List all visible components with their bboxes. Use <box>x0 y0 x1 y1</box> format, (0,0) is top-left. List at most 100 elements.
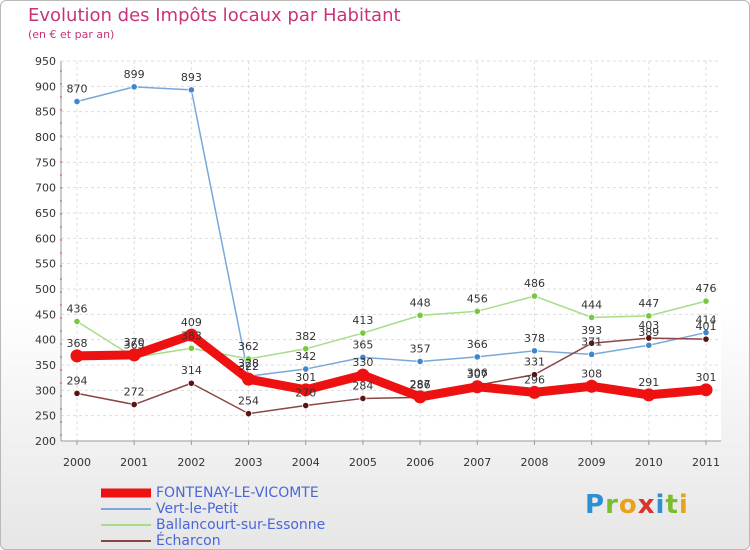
legend-label: Vert-le-Petit <box>156 501 239 517</box>
y-tick-label: 950 <box>35 55 56 68</box>
legend-label: Écharcon <box>156 533 221 549</box>
data-point <box>530 292 539 300</box>
data-point <box>299 383 313 397</box>
y-tick-label: 700 <box>35 182 56 195</box>
data-label: 331 <box>524 356 545 369</box>
data-label: 436 <box>67 302 88 315</box>
data-point <box>302 401 310 410</box>
data-point <box>359 394 367 403</box>
data-label: 409 <box>181 316 202 329</box>
y-tick-label: 900 <box>35 80 56 93</box>
data-point <box>585 379 599 393</box>
data-label: 382 <box>295 330 316 343</box>
y-tick-label: 300 <box>35 384 56 397</box>
data-point <box>530 371 539 379</box>
data-label: 272 <box>124 386 145 399</box>
chart-legend: FONTENAY-LE-VICOMTE Vert-le-Petit Ballanco… <box>101 485 325 549</box>
data-label: 371 <box>581 335 602 348</box>
data-label: 370 <box>124 336 145 349</box>
data-point <box>242 372 256 386</box>
data-point <box>702 335 710 343</box>
x-tick-label: 2010 <box>635 456 663 469</box>
data-label: 301 <box>295 371 316 384</box>
data-point <box>588 350 596 358</box>
data-point <box>699 383 713 397</box>
data-label: 870 <box>67 83 88 96</box>
x-tick-label: 2008 <box>520 456 548 469</box>
x-tick-label: 2000 <box>63 456 91 469</box>
data-label: 365 <box>352 338 373 351</box>
data-label: 301 <box>696 371 717 384</box>
plot-area <box>61 61 721 441</box>
data-label: 294 <box>67 374 88 387</box>
chart-subtitle: (en € et par an) <box>28 28 115 41</box>
y-tick-label: 750 <box>35 156 56 169</box>
data-point <box>356 368 370 382</box>
data-point <box>73 389 81 397</box>
y-tick-label: 450 <box>35 308 56 321</box>
y-tick-label: 800 <box>35 131 56 144</box>
data-point <box>359 353 367 361</box>
data-point <box>244 410 253 418</box>
data-point <box>416 311 424 319</box>
data-point <box>127 348 141 362</box>
data-label: 306 <box>467 366 488 379</box>
data-label: 393 <box>581 324 602 337</box>
data-point <box>702 297 710 305</box>
y-tick-label: 500 <box>35 283 56 296</box>
legend-item: Écharcon <box>101 533 325 549</box>
data-point <box>413 390 427 404</box>
data-point <box>645 312 653 320</box>
data-label: 899 <box>124 68 145 81</box>
y-tick-label: 650 <box>35 207 56 220</box>
data-point <box>130 83 138 91</box>
series-line <box>76 86 707 377</box>
data-label: 378 <box>524 332 545 345</box>
proxiti-logo: Proxiti <box>585 490 689 520</box>
data-label: 413 <box>352 314 373 327</box>
data-label: 328 <box>238 357 259 370</box>
data-label: 401 <box>696 320 717 333</box>
logo-letter: r <box>605 490 619 520</box>
series-line <box>76 337 707 415</box>
data-point <box>187 86 195 94</box>
data-label: 308 <box>581 367 602 380</box>
data-point <box>184 328 198 342</box>
data-point <box>527 385 541 399</box>
data-label: 476 <box>696 282 717 295</box>
data-point <box>302 365 310 373</box>
data-point <box>645 334 653 342</box>
data-label: 403 <box>638 319 659 332</box>
data-label: 357 <box>410 342 431 355</box>
data-point <box>70 349 84 363</box>
y-tick-label: 850 <box>35 106 56 119</box>
legend-swatch <box>101 540 151 542</box>
data-label: 254 <box>238 395 259 408</box>
data-point <box>645 341 653 349</box>
data-label: 893 <box>181 71 202 84</box>
y-tick-label: 400 <box>35 334 56 347</box>
x-tick-label: 2002 <box>177 456 205 469</box>
data-label: 322 <box>238 360 259 373</box>
series-fontenay-le-vicomte <box>70 328 713 404</box>
data-point <box>470 380 484 394</box>
data-label: 291 <box>638 376 659 389</box>
data-label: 414 <box>696 314 717 327</box>
series-line <box>76 295 707 360</box>
data-label: 296 <box>524 373 545 386</box>
legend-item: Ballancourt-sur-Essonne <box>101 517 325 533</box>
data-point <box>473 307 481 315</box>
data-label: 447 <box>638 297 659 310</box>
legend-item: Vert-le-Petit <box>101 501 325 517</box>
legend-label: Ballancourt-sur-Essonne <box>156 517 326 533</box>
y-tick-label: 350 <box>35 359 56 372</box>
logo-letter: o <box>618 490 638 520</box>
data-point <box>187 344 195 352</box>
series--charcon <box>73 334 710 418</box>
x-tick-label: 2009 <box>578 456 606 469</box>
data-label: 448 <box>410 296 431 309</box>
data-label: 287 <box>410 378 431 391</box>
data-label: 383 <box>181 329 202 342</box>
